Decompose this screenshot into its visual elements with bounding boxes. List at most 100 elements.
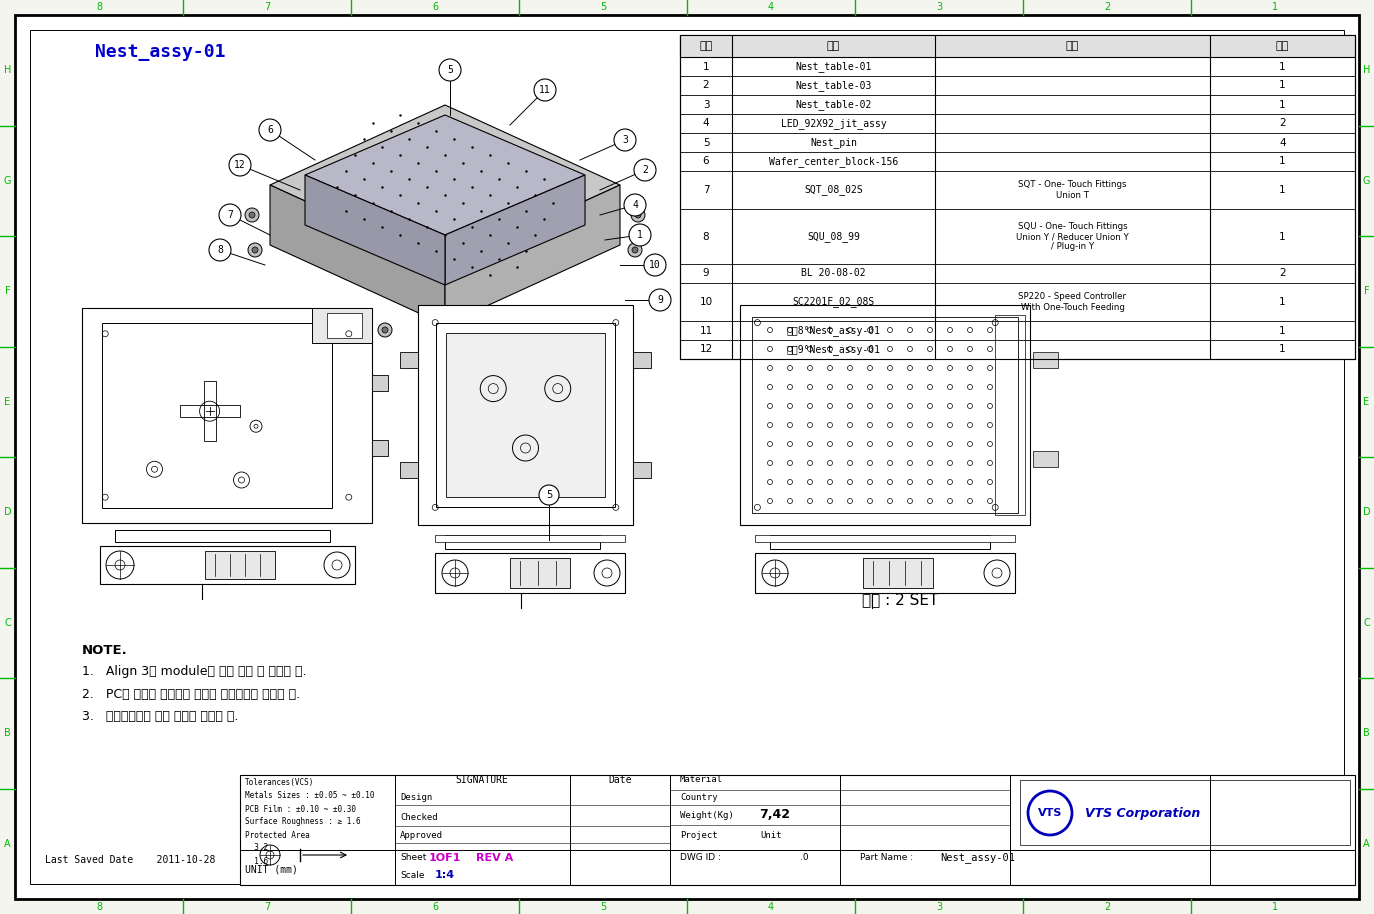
Text: 1: 1	[1272, 902, 1278, 912]
Text: 6: 6	[431, 3, 438, 13]
Bar	[436, 553, 625, 593]
Text: 4: 4	[1279, 137, 1286, 147]
Circle shape	[763, 560, 789, 586]
Text: VTS: VTS	[1037, 808, 1062, 818]
Bar	[633, 352, 651, 368]
Text: Country: Country	[680, 792, 717, 802]
Polygon shape	[271, 185, 445, 325]
Text: 5: 5	[600, 902, 606, 912]
Circle shape	[633, 159, 655, 181]
Text: BL 20-08-02: BL 20-08-02	[801, 269, 866, 279]
Circle shape	[635, 212, 642, 218]
Bar	[180, 405, 239, 417]
Bar	[1033, 352, 1058, 368]
Bar	[741, 305, 1030, 525]
Bar	[447, 333, 605, 497]
Circle shape	[614, 129, 636, 151]
Text: Surface Roughness : ≥ 1.6: Surface Roughness : ≥ 1.6	[245, 817, 360, 826]
Bar	[372, 440, 387, 456]
Bar	[400, 462, 418, 478]
Text: 7: 7	[227, 210, 234, 220]
Text: SQU - One- Touch Fittings
Union Y / Reducer Union Y
/ Plug-in Y: SQU - One- Touch Fittings Union Y / Redu…	[1017, 221, 1129, 251]
Polygon shape	[330, 145, 561, 245]
Circle shape	[644, 254, 666, 276]
Text: 12: 12	[234, 160, 246, 170]
Bar	[680, 35, 1355, 57]
Text: 파트8°Nest_assy-01: 파트8°Nest_assy-01	[786, 325, 881, 336]
Text: 1: 1	[1279, 185, 1286, 195]
Bar	[115, 530, 330, 542]
Bar	[863, 558, 933, 588]
Text: H: H	[1363, 65, 1370, 75]
Text: 7,42: 7,42	[760, 809, 790, 822]
Text: 11: 11	[699, 325, 713, 335]
Circle shape	[631, 208, 644, 222]
Text: 5: 5	[545, 490, 552, 500]
Circle shape	[594, 560, 620, 586]
Text: SIGNATURE: SIGNATURE	[456, 775, 508, 785]
Text: PCB Film : ±0.10 ~ ±0.30: PCB Film : ±0.10 ~ ±0.30	[245, 804, 356, 813]
Text: 3: 3	[702, 100, 709, 110]
Text: 1: 1	[638, 230, 643, 240]
Text: 5: 5	[702, 137, 709, 147]
Bar	[680, 35, 1355, 359]
Bar	[100, 546, 354, 584]
Circle shape	[502, 327, 508, 333]
Circle shape	[382, 327, 387, 333]
Text: 1.   Align 3축 module을 먼저 체결 후 조립할 것.: 1. Align 3축 module을 먼저 체결 후 조립할 것.	[82, 665, 306, 678]
Text: Material: Material	[680, 775, 723, 784]
Circle shape	[378, 323, 392, 337]
Polygon shape	[445, 185, 620, 325]
Text: 7: 7	[264, 3, 271, 13]
Circle shape	[539, 485, 559, 505]
Text: D: D	[1363, 507, 1370, 517]
Text: 1: 1	[1279, 231, 1286, 241]
Text: 4: 4	[768, 3, 774, 13]
Bar	[400, 352, 418, 368]
Text: 10: 10	[699, 297, 713, 307]
Text: B: B	[4, 728, 11, 739]
Text: 1: 1	[1279, 61, 1286, 71]
Text: 8: 8	[96, 902, 102, 912]
Text: 1: 1	[1279, 297, 1286, 307]
Text: 9: 9	[702, 269, 709, 279]
Text: 10: 10	[649, 260, 661, 270]
Text: 1: 1	[1279, 156, 1286, 166]
Text: Sheet: Sheet	[400, 854, 426, 863]
Text: VTS Corporation: VTS Corporation	[1085, 806, 1201, 820]
Text: B: B	[1363, 728, 1370, 739]
Text: Project: Project	[680, 831, 717, 839]
Circle shape	[632, 247, 638, 253]
Bar	[633, 462, 651, 478]
Text: H: H	[4, 65, 11, 75]
Text: 7: 7	[264, 902, 271, 912]
Text: E: E	[1363, 397, 1370, 407]
Circle shape	[534, 79, 556, 101]
Bar	[418, 305, 633, 525]
Text: Nest_pin: Nest_pin	[811, 137, 857, 148]
Text: 9: 9	[657, 295, 662, 305]
Text: Protected Area: Protected Area	[245, 831, 309, 839]
Circle shape	[1028, 791, 1072, 835]
Circle shape	[260, 845, 280, 865]
Text: UNIT (mm): UNIT (mm)	[245, 864, 298, 874]
Text: 8: 8	[702, 231, 709, 241]
Text: 파특9°Nest_assy-01: 파특9°Nest_assy-01	[786, 344, 881, 355]
Bar	[754, 535, 1015, 542]
Text: Date: Date	[609, 775, 632, 785]
Text: 8: 8	[96, 3, 102, 13]
Text: 3: 3	[936, 902, 943, 912]
Text: SQT_08_02S: SQT_08_02S	[804, 185, 863, 196]
Bar	[769, 535, 991, 549]
Bar	[372, 376, 387, 391]
Text: SQT - One- Touch Fittings
Union T: SQT - One- Touch Fittings Union T	[1018, 180, 1127, 199]
Text: Nest_table-02: Nest_table-02	[796, 99, 871, 110]
Text: 3.2: 3.2	[245, 844, 268, 853]
Text: Nest_assy-01: Nest_assy-01	[940, 853, 1015, 864]
Text: 12: 12	[699, 345, 713, 355]
Bar	[240, 775, 1355, 885]
Text: Weight(Kg): Weight(Kg)	[680, 811, 734, 820]
Text: C: C	[1363, 618, 1370, 628]
Text: 11: 11	[539, 85, 551, 95]
Text: Checked: Checked	[400, 813, 438, 823]
